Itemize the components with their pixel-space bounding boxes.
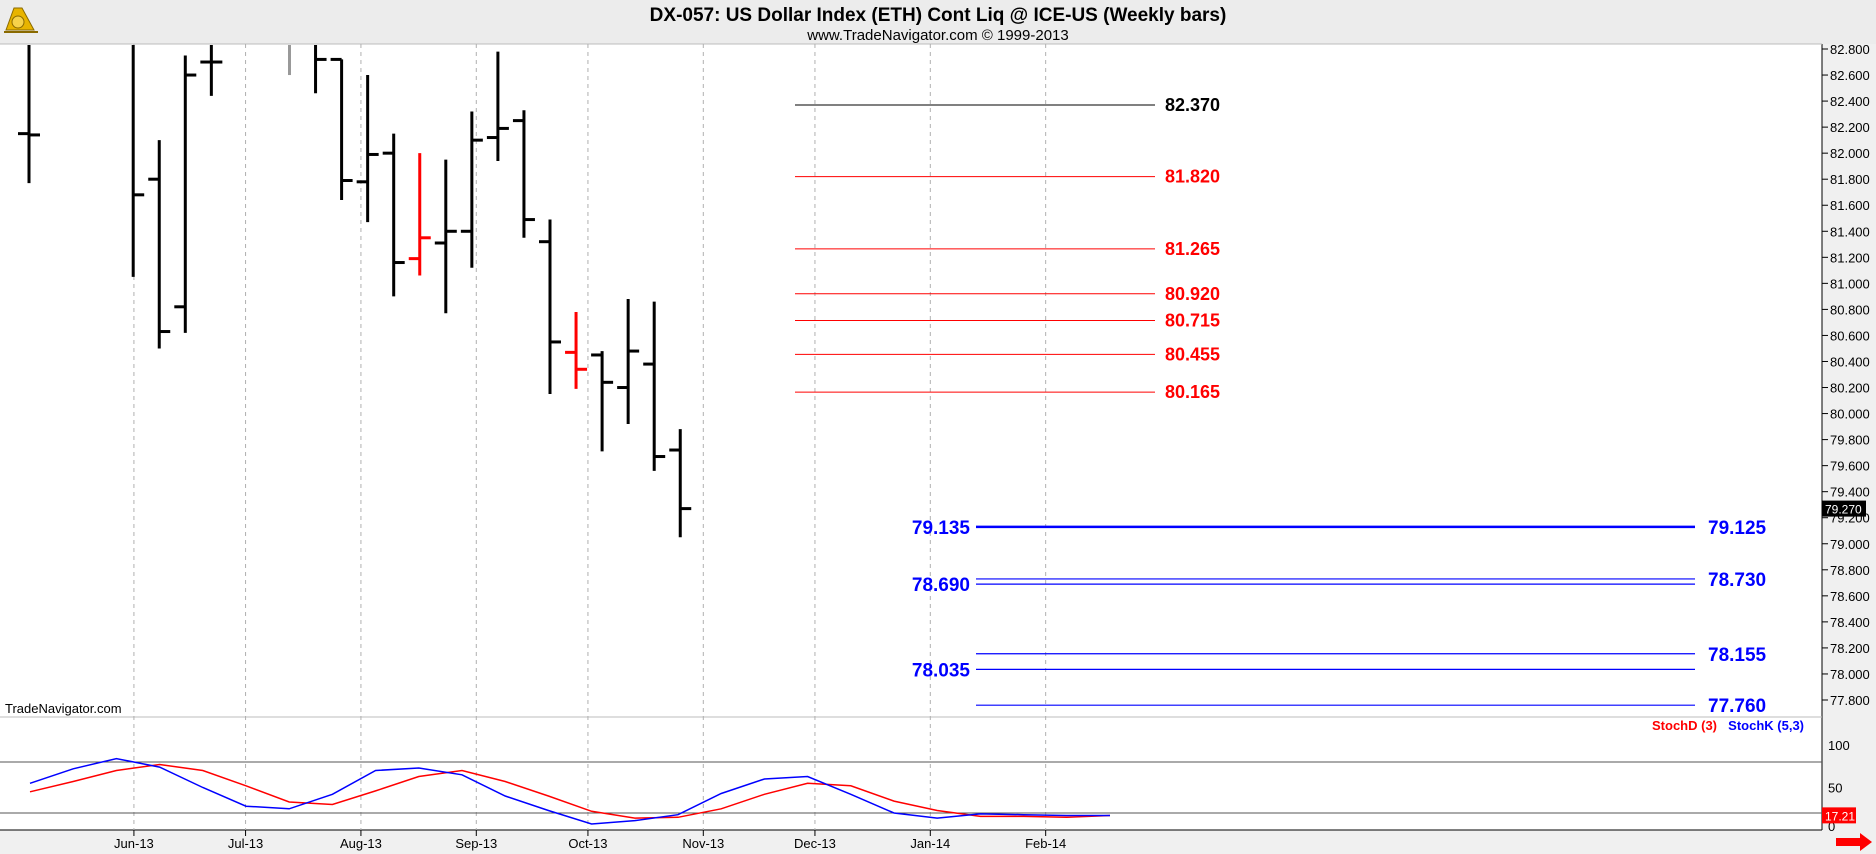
current-stoch-label: 17.21 (1825, 809, 1855, 823)
ohlc-bar (512, 110, 535, 238)
title-bar (0, 0, 1876, 44)
ohlc-bar (617, 298, 640, 424)
date-axis-panel (0, 830, 1876, 854)
support-label-right: 78.155 (1708, 645, 1767, 666)
stoch-series-line (29, 763, 1111, 819)
price-tick-label: 80.400 (1830, 354, 1870, 369)
resistance-label: 81.265 (1165, 239, 1220, 259)
ohlc-bar (591, 351, 614, 452)
resistance-label: 80.455 (1165, 344, 1220, 364)
scroll-right-arrow-icon[interactable] (1836, 833, 1872, 851)
date-tick-label: Jul-13 (228, 836, 263, 851)
current-price-label: 79.270 (1825, 503, 1862, 517)
support-label-left: 79.135 (912, 518, 971, 539)
date-tick-label: Dec-13 (794, 836, 836, 851)
stochastic-pane: 100 50 0 StochD (3) StochK (5,3) 17.21 (0, 718, 1856, 834)
chart-title: DX-057: US Dollar Index (ETH) Cont Liq @… (650, 5, 1227, 26)
watermark-text: TradeNavigator.com (5, 701, 122, 716)
price-tick-label: 79.400 (1830, 485, 1870, 500)
price-tick-label: 82.800 (1830, 42, 1870, 57)
price-tick-label: 77.800 (1830, 693, 1870, 708)
stoch-series-line (29, 757, 1110, 825)
date-tick-label: Feb-14 (1025, 836, 1066, 851)
price-tick-label: 79.600 (1830, 459, 1870, 474)
price-tick-label: 82.600 (1830, 68, 1870, 83)
price-tick-label: 81.400 (1830, 224, 1870, 239)
support-label-right: 77.760 (1708, 696, 1766, 717)
resistance-label: 80.165 (1165, 382, 1220, 402)
ohlc-bar (356, 75, 379, 223)
ohlc-bar (643, 301, 666, 471)
resistance-label: 80.715 (1165, 310, 1220, 330)
resistance-label: 80.920 (1165, 284, 1220, 304)
price-tick-label: 78.400 (1830, 615, 1870, 630)
price-tick-label: 80.600 (1830, 328, 1870, 343)
ohlc-bar (330, 57, 353, 201)
price-tick-label: 80.800 (1830, 302, 1870, 317)
date-tick-label: Oct-13 (568, 836, 607, 851)
price-tick-label: 82.000 (1830, 146, 1870, 161)
date-tick-label: Aug-13 (340, 836, 382, 851)
price-tick-label: 80.200 (1830, 381, 1870, 396)
current-price-box (1822, 500, 1866, 517)
support-label-right: 78.730 (1708, 570, 1766, 591)
ohlc-bar (539, 219, 561, 395)
price-tick-label: 81.800 (1830, 172, 1870, 187)
ohlc-bar (565, 312, 588, 389)
price-tick-label: 82.400 (1830, 94, 1870, 109)
price-tick-label: 79.800 (1830, 433, 1870, 448)
stoch-tick-label: 0 (1828, 819, 1835, 834)
price-tick-label: 81.200 (1830, 250, 1870, 265)
ohlc-bar (314, 45, 327, 94)
ohlc-bars (18, 45, 692, 538)
ohlc-bar (434, 159, 457, 314)
chart-subtitle: www.TradeNavigator.com © 1999-2013 (806, 27, 1068, 44)
price-tick-label: 81.600 (1830, 198, 1870, 213)
support-label-left: 78.035 (912, 660, 971, 681)
ohlc-bar (460, 111, 483, 268)
ohlc-bar (382, 133, 405, 297)
price-tick-label: 79.000 (1830, 537, 1870, 552)
stoch-tick-label: 50 (1828, 781, 1842, 796)
level-lines: 82.370 81.820 81.265 80.920 80.715 80.455 80.1… (795, 95, 1767, 717)
price-tick-label: 80.000 (1830, 407, 1870, 422)
ohlc-bar (131, 45, 145, 277)
price-tick-label: 82.200 (1830, 120, 1870, 135)
price-tick-label: 78.600 (1830, 589, 1870, 604)
date-tick-label: Sep-13 (455, 836, 497, 851)
date-tick-label: Jun-13 (114, 836, 154, 851)
current-stoch-box (1822, 807, 1856, 824)
price-tick-label: 78.000 (1830, 667, 1870, 682)
stoch-legend-label: StochK (5,3) (1728, 718, 1804, 733)
ohlc-bar (148, 140, 171, 349)
support-label-left: 78.690 (912, 575, 970, 596)
ohlc-bar (669, 429, 692, 538)
price-tick-label: 78.800 (1830, 563, 1870, 578)
date-axis: Jun-13 Jul-13 Aug-13 Sep-13 Oct-13 Nov-13 Dec-… (114, 830, 1066, 851)
ohlc-bar (408, 153, 431, 276)
resistance-label: 82.370 (1165, 95, 1220, 115)
ohlc-bar (18, 45, 40, 184)
ohlc-bar (174, 55, 197, 333)
sextant-logo-icon (4, 7, 38, 33)
price-axis: 82.800 82.600 82.400 82.200 82.000 81.800 81.6… (1822, 42, 1870, 708)
price-axis-panel (1822, 44, 1876, 854)
price-tick-label: 78.200 (1830, 641, 1870, 656)
support-label-right: 79.125 (1708, 518, 1767, 539)
price-tick-label: 81.000 (1830, 276, 1870, 291)
ohlc-bar (486, 51, 509, 161)
date-tick-label: Jan-14 (910, 836, 950, 851)
date-tick-label: Nov-13 (682, 836, 724, 851)
ohlc-bar (200, 45, 223, 96)
stoch-tick-label: 100 (1828, 738, 1850, 753)
stoch-legend-label: StochD (3) (1652, 718, 1717, 733)
resistance-label: 81.820 (1165, 167, 1220, 187)
